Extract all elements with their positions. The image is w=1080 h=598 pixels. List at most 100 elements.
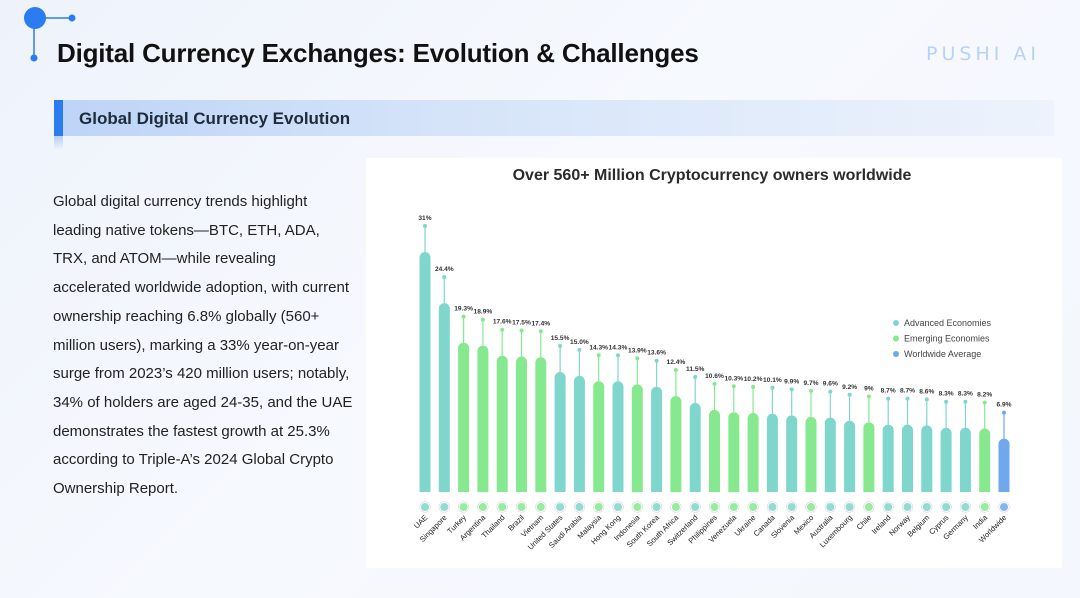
data-label: 17.4% [531, 320, 550, 327]
data-label: 6.9% [996, 402, 1011, 409]
flag-icon-fill [652, 503, 661, 511]
bar-stem-dot [944, 399, 949, 404]
bar-stem-dot [442, 275, 447, 280]
legend-entry: Emerging Economies [904, 334, 990, 344]
bar-stem-dot [886, 396, 891, 401]
data-label: 13.9% [628, 347, 647, 354]
data-label: 19.3% [454, 306, 473, 313]
data-label: 12.4% [667, 359, 686, 366]
flag-icon-fill [826, 503, 835, 511]
bar-stem-dot [770, 385, 775, 390]
bar [477, 345, 489, 492]
bar [998, 438, 1010, 492]
bar-stem-dot [924, 397, 929, 402]
data-label: 8.2% [977, 392, 992, 399]
legend-entry: Advanced Economies [904, 318, 992, 328]
large-dot [24, 7, 46, 29]
data-label: 14.3% [589, 344, 608, 351]
legend-swatch [893, 320, 899, 326]
section-title: Global Digital Currency Evolution [79, 109, 351, 128]
data-label: 8.6% [919, 388, 934, 395]
small-dot [30, 54, 38, 62]
bar-stem-dot [712, 381, 717, 386]
flag-icon-fill [903, 503, 912, 511]
data-label: 31% [418, 215, 431, 222]
bar-stem-dot [751, 385, 756, 390]
flag-icon-fill [768, 503, 777, 511]
data-label: 15.0% [570, 339, 589, 346]
bar [612, 381, 624, 492]
data-label: 13.6% [647, 350, 666, 357]
flag-icon-fill [440, 503, 449, 511]
data-label: 8.3% [939, 391, 954, 398]
bar [863, 422, 875, 492]
flag-icon-fill [864, 503, 873, 511]
flag-icon-fill [884, 503, 893, 511]
flag-icon-fill [1000, 503, 1008, 511]
flag-icon-fill [478, 503, 487, 511]
legend-swatch [893, 351, 899, 357]
bar-stem-dot [616, 353, 620, 358]
page-title: Digital Currency Exchanges: Evolution & … [57, 38, 699, 68]
bar-stem-dot [905, 396, 910, 401]
corner-decoration [24, 7, 76, 62]
data-label: 24.4% [435, 266, 454, 273]
chart-card: Over 560+ Million Cryptocurrency owners … [366, 158, 1062, 568]
data-label: 15.5% [551, 335, 570, 342]
data-label: 9.6% [823, 381, 838, 388]
flag-icon-fill [498, 503, 507, 511]
brand-logo: PUSHI AI [926, 43, 1040, 65]
data-label: 10.2% [744, 376, 763, 383]
bar-stem-dot [538, 329, 543, 334]
data-label: 9.7% [803, 380, 818, 387]
bar [709, 409, 720, 492]
data-label: 17.5% [512, 320, 531, 327]
flag-icon-fill [614, 503, 622, 511]
bar [438, 303, 450, 492]
bar-stem-dot [809, 388, 813, 393]
bar [496, 355, 508, 492]
bar [728, 412, 740, 492]
bar [689, 402, 701, 492]
data-label: 10.1% [763, 377, 782, 384]
flag-icon-fill [710, 503, 719, 511]
flag-icon-fill [671, 503, 680, 511]
data-label: 8.7% [900, 388, 915, 395]
data-label: 10.3% [724, 375, 743, 382]
bar-stem-dot [673, 368, 678, 372]
bar-stem-dot [500, 327, 505, 332]
bar-stem-dot [693, 374, 698, 379]
bar [458, 342, 470, 492]
section-header: Global Digital Currency Evolution [54, 100, 1054, 136]
bar [747, 413, 759, 492]
bar-stem-dot [577, 347, 582, 352]
bar [573, 375, 585, 492]
flag-icon-fill [749, 503, 758, 511]
data-label: 17.6% [493, 319, 512, 326]
flag-icon-fill [536, 503, 545, 511]
bar [419, 252, 431, 492]
flag-icon-fill [942, 503, 951, 511]
bar [959, 427, 971, 492]
bar [844, 420, 856, 492]
bar-stem-dot [963, 399, 968, 404]
bar [940, 427, 952, 492]
bar-stem-dot [1002, 410, 1006, 415]
flag-icon-fill [961, 503, 970, 511]
flag-icon-fill [807, 503, 815, 511]
bar-stem-dot [635, 356, 640, 361]
data-label: 9% [864, 385, 874, 392]
flag-icon-fill [980, 503, 989, 511]
bar [882, 424, 894, 492]
bar [805, 416, 817, 492]
bar [902, 424, 913, 492]
flag-icon-fill [575, 503, 584, 511]
flag-icon-fill [922, 503, 931, 511]
data-label: 11.5% [686, 366, 704, 373]
bar-stem-dot [731, 384, 736, 389]
bar [766, 413, 778, 492]
small-dot [68, 14, 76, 22]
flag-icon-fill [633, 503, 642, 511]
data-label: 9.9% [784, 378, 799, 385]
data-label: 18.9% [474, 309, 493, 316]
